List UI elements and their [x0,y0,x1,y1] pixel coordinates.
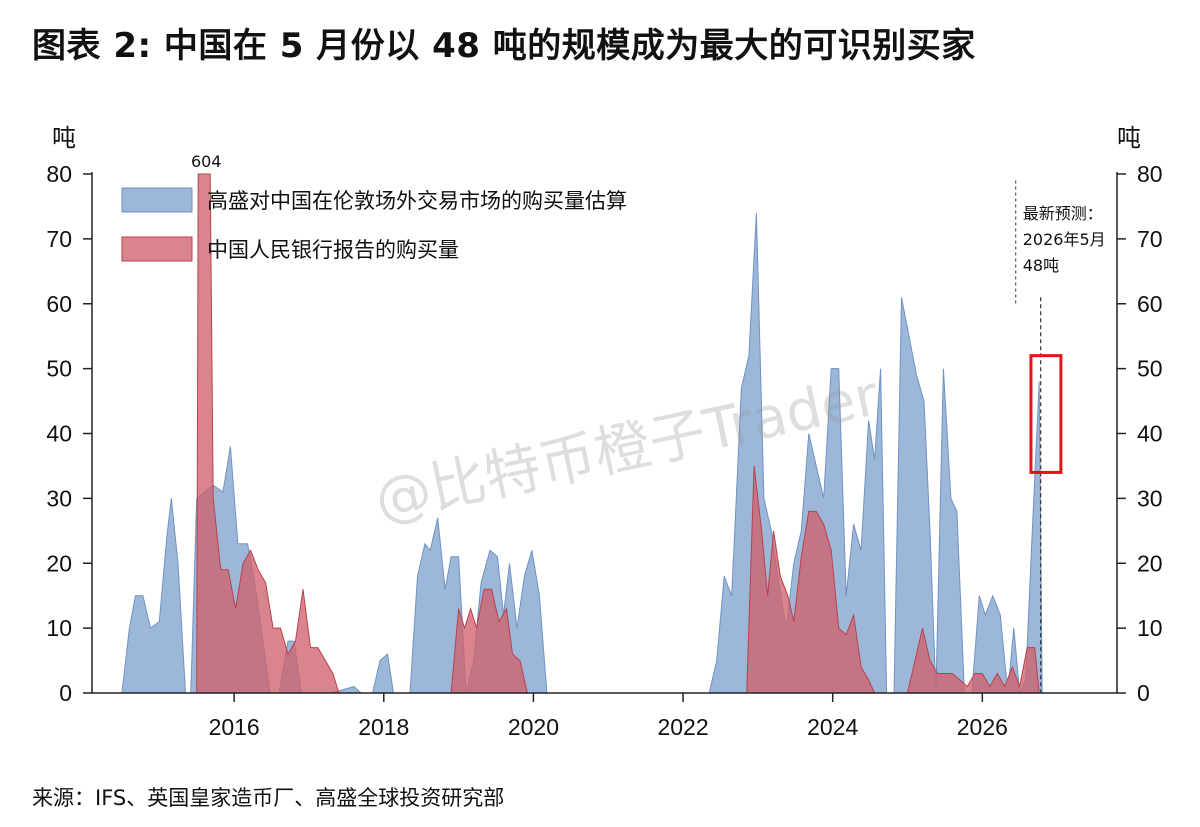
y-tick-label-left: 20 [46,550,72,576]
legend-swatch-blue [121,187,193,213]
y-tick-label-left: 80 [46,161,72,187]
y-tick-label-left: 30 [46,485,72,511]
right-axis-unit: 吨 [1117,124,1141,152]
y-tick-label-right: 40 [1137,421,1163,447]
chart-title: 图表 2: 中国在 5 月份以 48 吨的规模成为最大的可识别买家 [32,26,976,66]
legend-label-pboc-reported: 中国人民银行报告的购买量 [207,238,459,262]
forecast-highlight-box [1029,354,1063,474]
y-tick-label-right: 80 [1137,161,1163,187]
x-tick-label: 2016 [209,714,260,740]
y-tick-label-left: 10 [46,615,72,641]
annotations: 604 最新预测： 2026年5月 48吨 [191,152,1106,693]
x-tick-label: 2020 [508,714,559,740]
forecast-annotation-line-2: 2026年5月 [1023,230,1106,249]
x-tick-label: 2026 [957,714,1008,740]
y-tick-label-right: 0 [1137,680,1150,706]
y-tick-label-left: 0 [59,680,72,706]
y-tick-label-right: 70 [1137,226,1163,252]
y-tick-label-right: 60 [1137,291,1163,317]
y-tick-label-left: 70 [46,226,72,252]
series-layer [121,173,1043,695]
annotation-604: 604 [191,152,222,171]
legend-swatch-red [121,236,193,262]
x-tick-label: 2018 [358,714,409,740]
y-tick-label-right: 50 [1137,356,1163,382]
series-area-1 [196,173,1040,694]
forecast-annotation-line-3: 48吨 [1023,256,1059,275]
y-tick-label-right: 20 [1137,550,1163,576]
y-tick-label-right: 10 [1137,615,1163,641]
forecast-annotation-line-1: 最新预测： [1023,204,1103,223]
legend: 高盛对中国在伦敦场外交易市场的购买量估算 中国人民银行报告的购买量 [121,187,627,262]
x-tick-label: 2024 [807,714,858,740]
y-tick-label-left: 40 [46,421,72,447]
y-tick-label-right: 30 [1137,485,1163,511]
y-tick-label-left: 50 [46,356,72,382]
legend-label-goldman-estimate: 高盛对中国在伦敦场外交易市场的购买量估算 [207,189,627,213]
y-tick-label-left: 60 [46,291,72,317]
x-tick-label: 2022 [657,714,708,740]
left-axis-unit: 吨 [52,124,76,152]
source-note: 来源：IFS、英国皇家造币厂、高盛全球投资研究部 [32,786,505,810]
